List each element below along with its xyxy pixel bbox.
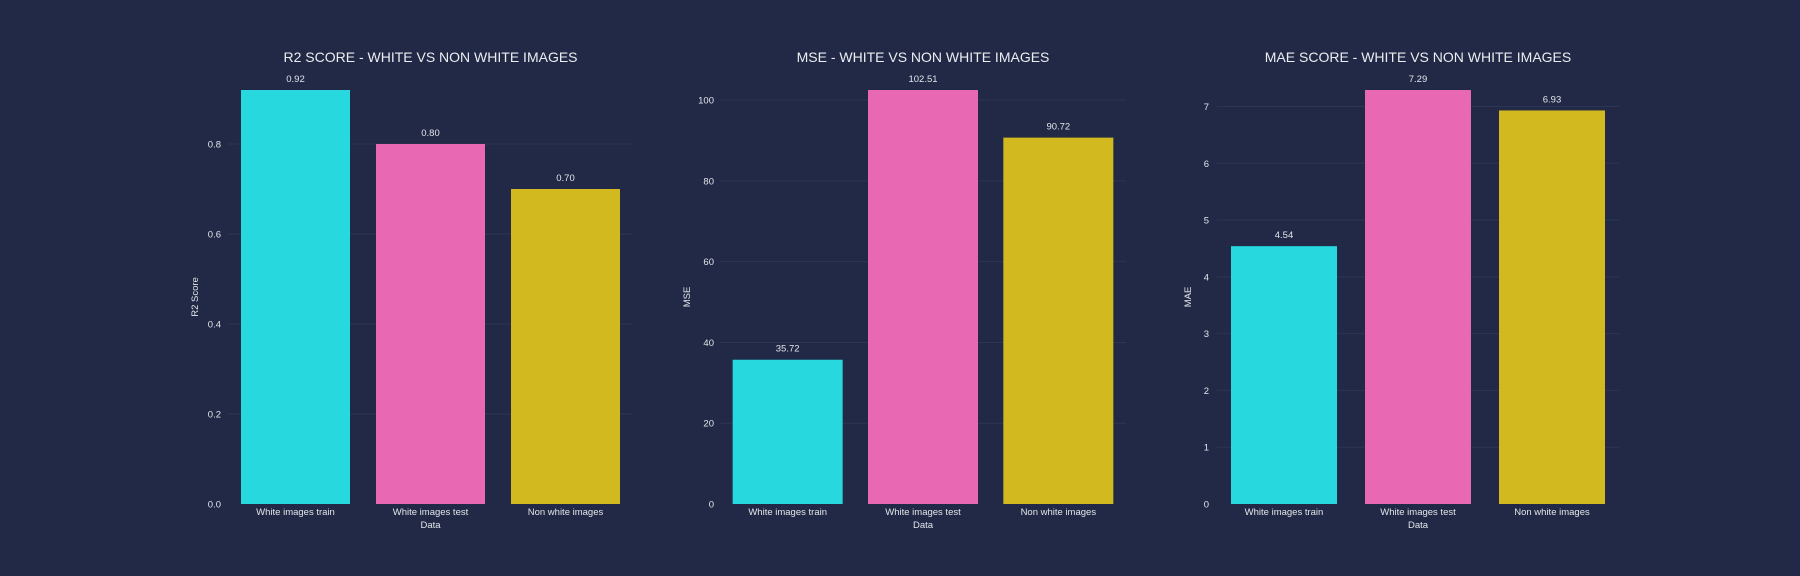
bar-value-label: 0.80 <box>421 128 440 139</box>
x-axis-label: Data <box>1408 520 1429 531</box>
chart-title: MAE SCORE - WHITE VS NON WHITE IMAGES <box>1265 49 1571 65</box>
x-tick-label: White images train <box>1245 507 1324 518</box>
bar <box>868 90 978 504</box>
y-tick-label: 100 <box>698 96 714 107</box>
x-axis-label: Data <box>420 520 441 531</box>
x-tick-label: White images train <box>256 507 335 518</box>
bar-value-label: 35.72 <box>776 344 800 355</box>
y-tick-label: 20 <box>703 419 714 430</box>
bar <box>511 189 620 504</box>
x-tick-label: White images test <box>393 507 469 518</box>
y-tick-label: 2 <box>1204 386 1209 397</box>
bar <box>241 90 350 504</box>
y-tick-label: 0 <box>1204 500 1209 511</box>
x-tick-label: White images test <box>885 507 961 518</box>
x-axis-label: Data <box>913 520 934 531</box>
bar <box>732 359 843 504</box>
bar <box>1003 137 1114 504</box>
bar <box>376 144 485 504</box>
y-tick-label: 0.2 <box>208 410 221 421</box>
chart-title: MSE - WHITE VS NON WHITE IMAGES <box>797 49 1050 65</box>
x-tick-label: White images train <box>748 507 827 518</box>
y-axis-label: MAE <box>1183 287 1194 308</box>
bar <box>1499 110 1605 504</box>
x-tick-label: Non white images <box>1021 507 1097 518</box>
bar-value-label: 102.51 <box>908 74 937 85</box>
y-tick-label: 5 <box>1204 216 1209 227</box>
chart-title: R2 SCORE - WHITE VS NON WHITE IMAGES <box>283 49 577 65</box>
y-tick-label: 3 <box>1204 329 1209 340</box>
y-tick-label: 7 <box>1204 102 1209 113</box>
y-tick-label: 0.0 <box>208 500 221 511</box>
y-tick-label: 0 <box>709 500 714 511</box>
chart-panel-3: 0 1 2 3 4 5 6 7 MAE SCORE - WHITE VS NON WHITE I… <box>1183 49 1619 531</box>
y-axis-label: MSE <box>682 287 693 308</box>
y-tick-label: 0.8 <box>208 140 221 151</box>
bar-value-label: 90.72 <box>1046 122 1070 133</box>
x-tick-label: Non white images <box>528 507 604 518</box>
bar <box>1231 246 1337 504</box>
bar <box>1365 90 1471 504</box>
y-tick-label: 0.6 <box>208 230 221 241</box>
bar-value-label: 0.70 <box>556 173 575 184</box>
y-tick-label: 4 <box>1204 272 1209 283</box>
y-tick-label: 60 <box>703 257 714 268</box>
bar-value-label: 7.29 <box>1409 74 1428 85</box>
x-tick-label: White images test <box>1380 507 1456 518</box>
y-tick-label: 80 <box>703 176 714 187</box>
bar-value-label: 0.92 <box>286 74 305 85</box>
x-tick-label: Non white images <box>1514 507 1590 518</box>
bar-value-label: 4.54 <box>1275 230 1294 241</box>
y-axis-label: R2 Score <box>190 277 201 317</box>
y-tick-label: 40 <box>703 338 714 349</box>
y-tick-label: 0.4 <box>208 320 221 331</box>
chart-panel-1: 0.0 0.2 0.4 0.6 0.8 R2 SCORE - WHITE VS NON W… <box>190 49 633 531</box>
bar-value-label: 6.93 <box>1543 94 1562 105</box>
chart-panel-2: 0 20 40 60 80 100 MSE - WHITE VS NON WHITE IMA… <box>682 49 1126 531</box>
y-tick-label: 6 <box>1204 159 1209 170</box>
y-tick-label: 1 <box>1204 443 1209 454</box>
